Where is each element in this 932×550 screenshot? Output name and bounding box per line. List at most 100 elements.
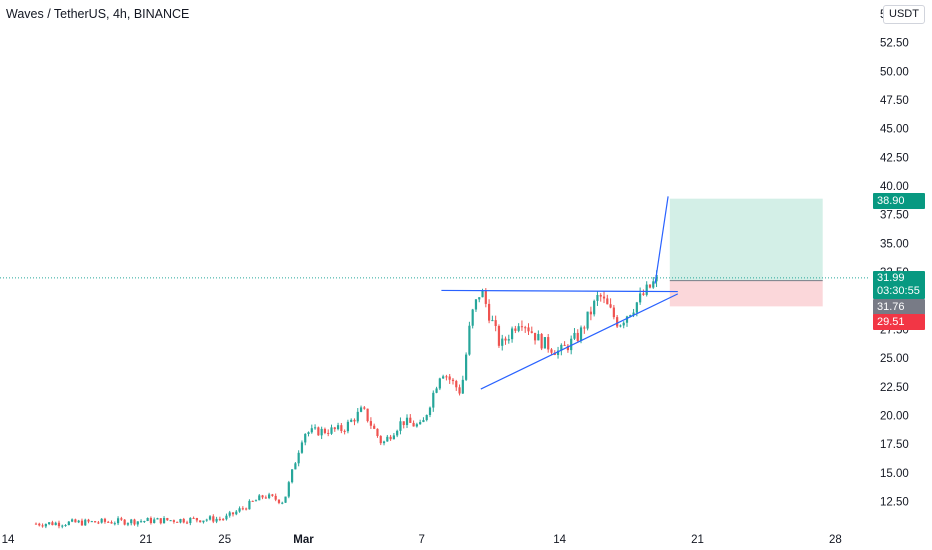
x-tick-label: 21 xyxy=(691,534,704,546)
trendline-support[interactable] xyxy=(480,293,679,390)
x-tick-label: 28 xyxy=(829,534,842,546)
candle-body xyxy=(107,521,110,523)
candle-body xyxy=(61,525,64,527)
candle-body xyxy=(353,419,356,422)
x-tick-label: 14 xyxy=(553,534,566,546)
candle-body xyxy=(300,442,304,453)
candle-body xyxy=(274,495,277,500)
candle-body xyxy=(547,337,550,350)
trendline-resistance[interactable] xyxy=(441,289,678,293)
candle-body xyxy=(379,436,382,444)
candle-body xyxy=(366,408,369,422)
candle-body xyxy=(448,376,451,380)
candle-body xyxy=(310,428,313,433)
candle-body xyxy=(402,421,405,426)
candle-body xyxy=(461,379,464,394)
trendlines[interactable] xyxy=(441,196,679,390)
time-axis[interactable]: 14 21 25 Mar 7 14 21 28 xyxy=(2,534,842,546)
price-axis[interactable]: 12.5015.0017.5020.0022.5025.0027.5030.00… xyxy=(880,9,909,508)
candle-body xyxy=(540,334,543,349)
candle-body xyxy=(415,424,418,427)
candle-body xyxy=(156,518,159,520)
candle-body xyxy=(616,317,619,327)
candle-body xyxy=(254,500,258,502)
candle-body xyxy=(369,421,372,426)
candle-body xyxy=(533,332,537,341)
candle-body xyxy=(583,327,586,329)
candle-body xyxy=(97,522,100,524)
candle-body xyxy=(520,326,524,328)
candle-body xyxy=(71,519,74,522)
candle-body xyxy=(343,430,346,432)
candle-body xyxy=(304,433,307,443)
candle-body xyxy=(488,303,491,321)
candle-body xyxy=(530,331,533,333)
candle-body xyxy=(635,302,638,313)
candle-body xyxy=(458,387,461,394)
candle-body xyxy=(251,500,254,502)
candle-body xyxy=(438,378,441,389)
candle-body xyxy=(399,421,402,431)
candle-body xyxy=(501,338,504,346)
candle-body xyxy=(563,344,566,346)
candle-body xyxy=(642,293,645,295)
symbol-title[interactable]: Waves / TetherUS, 4h, BINANCE xyxy=(6,7,190,21)
candle-body xyxy=(264,497,267,499)
currency-button[interactable]: USDT xyxy=(883,5,925,24)
candle-body xyxy=(494,320,497,327)
candle-body xyxy=(313,427,317,429)
candle-body xyxy=(560,344,563,351)
candle-body xyxy=(524,327,527,329)
candle-body xyxy=(356,411,359,422)
candle-body xyxy=(130,519,133,524)
stop-price-tag: 29.51 xyxy=(873,314,925,330)
candle-body xyxy=(409,417,412,423)
candle-body xyxy=(471,309,474,326)
y-tick-label: 25.00 xyxy=(880,353,909,365)
profit-zone[interactable] xyxy=(669,198,823,281)
candle-body xyxy=(386,436,389,442)
y-tick-label: 12.50 xyxy=(880,496,909,508)
bar-countdown: 03:30:55 xyxy=(877,285,920,297)
candle-body xyxy=(67,521,70,526)
candle-body xyxy=(189,517,192,524)
candle-body xyxy=(363,407,366,409)
candle-body xyxy=(432,392,435,408)
candle-body xyxy=(90,521,93,523)
candle-body xyxy=(159,518,162,524)
candle-body xyxy=(609,304,612,308)
loss-zone[interactable] xyxy=(669,280,823,307)
candle-body xyxy=(113,523,116,525)
candle-body xyxy=(317,427,320,436)
y-tick-label: 15.00 xyxy=(880,468,909,480)
trendline-projection[interactable] xyxy=(654,196,669,284)
candle-body xyxy=(51,522,54,526)
candle-body xyxy=(599,294,602,297)
last-price-tag: 31.99 03:30:55 xyxy=(873,271,925,299)
y-tick-label: 47.50 xyxy=(880,95,909,107)
candle-body xyxy=(64,525,67,527)
candle-body xyxy=(570,338,573,351)
candle-body xyxy=(632,312,635,316)
candle-body xyxy=(543,337,547,349)
candle-body xyxy=(510,328,514,340)
candle-body xyxy=(527,327,530,332)
candle-body xyxy=(333,427,336,430)
candle-body xyxy=(215,518,218,522)
candle-body xyxy=(146,517,149,522)
candle-body xyxy=(376,428,379,437)
candle-body xyxy=(241,508,244,510)
x-tick-label: 14 xyxy=(2,534,15,546)
candle-body xyxy=(504,338,507,341)
candle-body xyxy=(346,421,350,432)
candle-body xyxy=(425,414,428,421)
x-tick-label: Mar xyxy=(293,534,314,546)
candle-body xyxy=(537,334,540,341)
candle-body xyxy=(162,518,166,524)
candle-body xyxy=(287,482,290,497)
candle-body xyxy=(80,520,84,526)
candle-body xyxy=(445,376,448,378)
candle-body xyxy=(245,508,248,510)
